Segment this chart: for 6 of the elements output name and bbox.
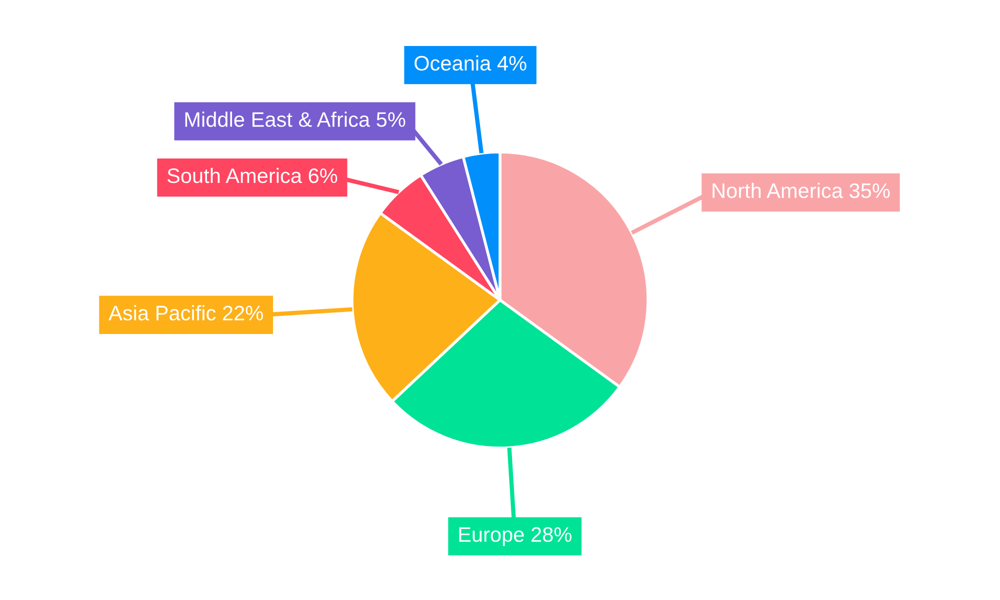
slice-label: Middle East & Africa 5% bbox=[185, 112, 406, 127]
slice-label: North America 35% bbox=[712, 182, 890, 198]
slice-label: South America 6% bbox=[167, 168, 338, 184]
slice-label: Oceania 4% bbox=[414, 55, 526, 71]
slice-label: Europe 28% bbox=[459, 527, 572, 546]
slice-label: Asia Pacific 22% bbox=[108, 305, 263, 320]
